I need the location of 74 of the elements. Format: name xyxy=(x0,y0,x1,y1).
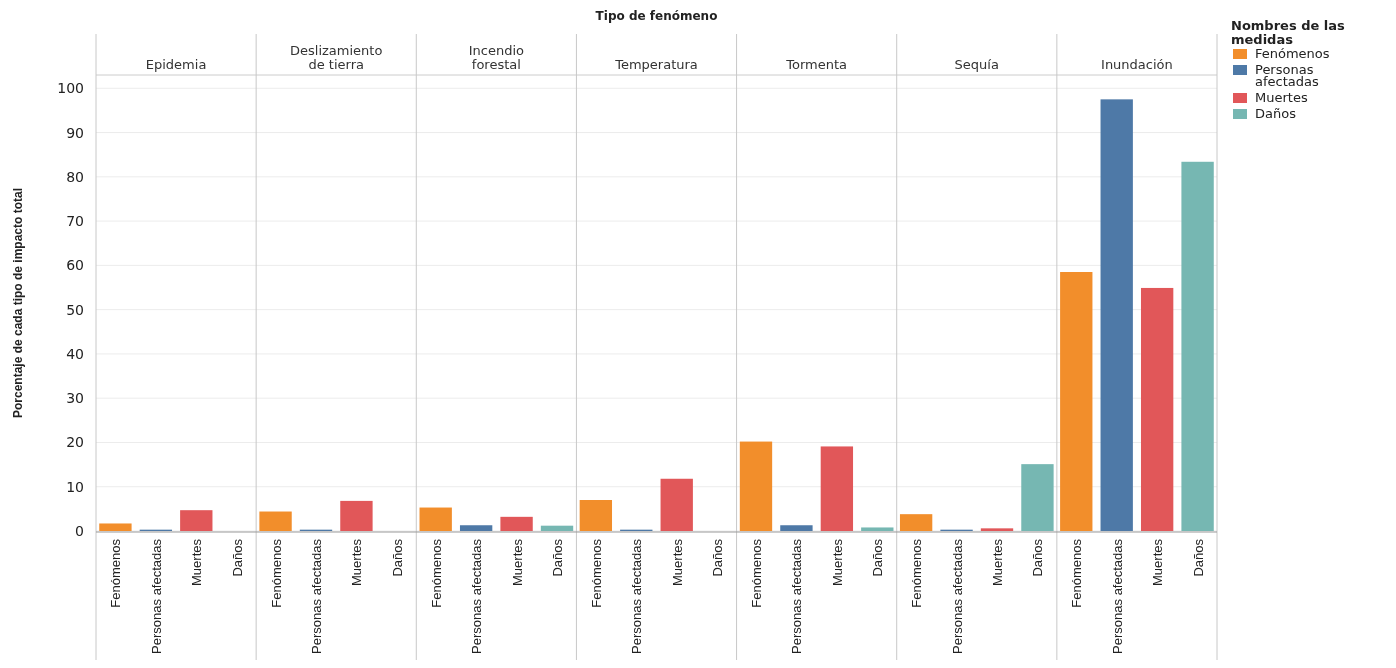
text: Fenómenos xyxy=(588,539,604,608)
bar xyxy=(980,528,1014,531)
text: Fenómenos xyxy=(268,539,284,608)
legend-label: Fenómenos xyxy=(1255,46,1330,61)
bar xyxy=(540,525,574,531)
y-tick-label: 90 xyxy=(66,124,84,141)
x-tick-label: Sequía xyxy=(954,57,999,72)
text: Muertes xyxy=(829,539,845,586)
legend-label: Daños xyxy=(1255,106,1297,121)
text: Personas afectadas xyxy=(469,539,485,654)
text: Daños xyxy=(710,539,726,577)
text: Daños xyxy=(229,539,245,577)
text: Muertes xyxy=(189,539,205,586)
bar xyxy=(861,527,894,531)
bar xyxy=(1181,161,1214,531)
y-tick-label: 20 xyxy=(66,434,84,451)
y-tick-label: 70 xyxy=(66,213,84,230)
x-tick-label: Temperatura xyxy=(614,57,698,72)
y-axis-title: Porcentaje de cada tipo de impacto total xyxy=(11,187,25,419)
legend-title: Nombres de las medidas xyxy=(1231,18,1346,47)
text: Muertes xyxy=(669,539,685,586)
text: Personas afectadas xyxy=(949,539,965,654)
bar xyxy=(780,525,813,531)
x-tick-label: Deslizamiento de tierra xyxy=(290,43,383,72)
bar xyxy=(419,507,452,531)
text: Fenómenos xyxy=(108,539,124,608)
text: Daños xyxy=(870,539,886,577)
y-tick-label: 40 xyxy=(66,345,84,362)
text: Personas afectadas xyxy=(629,539,645,654)
bar xyxy=(1140,287,1174,531)
y-tick-label: 50 xyxy=(66,301,84,318)
y-tick-label: 100 xyxy=(57,80,84,97)
bar xyxy=(579,500,613,531)
bar xyxy=(820,446,854,531)
x-tick-label: Inundación xyxy=(1101,57,1173,72)
bar xyxy=(1021,464,1054,531)
text: Fenómenos xyxy=(909,539,925,608)
text: Personas afectadas xyxy=(148,539,164,654)
bar xyxy=(99,523,132,531)
text: Personas afectadas xyxy=(308,539,324,654)
text: Daños xyxy=(1190,539,1206,577)
text: Personas afectadas xyxy=(789,539,805,654)
x-tick-label: Epidemia xyxy=(145,57,207,72)
text: Personas afectadas xyxy=(1109,539,1125,654)
bar xyxy=(500,516,533,531)
text: Daños xyxy=(389,539,405,577)
bar xyxy=(899,514,933,531)
y-tick-label: 30 xyxy=(66,390,84,407)
x-tick-label: Tormenta xyxy=(785,57,848,72)
bar xyxy=(1060,272,1093,531)
text: Muertes xyxy=(990,539,1006,586)
bar xyxy=(739,441,773,531)
x-axis-title: Tipo de fenómeno xyxy=(595,9,718,23)
text: Muertes xyxy=(509,539,525,586)
y-tick-label: 60 xyxy=(66,257,84,274)
y-tick-label: 80 xyxy=(66,168,84,185)
text: Daños xyxy=(1030,539,1046,577)
x-tick-label: Incendio forestal xyxy=(468,43,525,72)
text: Fenómenos xyxy=(428,539,444,608)
bar xyxy=(259,511,292,531)
text: Daños xyxy=(550,539,566,577)
text: Fenómenos xyxy=(1069,539,1085,608)
y-tick-label: 0 xyxy=(75,523,84,539)
bar xyxy=(340,500,373,531)
text: Muertes xyxy=(349,539,365,586)
y-tick-label: 10 xyxy=(66,478,84,495)
legend-label: Muertes xyxy=(1255,90,1308,105)
text: Fenómenos xyxy=(748,539,764,608)
legend-label: Personas afectadas xyxy=(1255,62,1319,89)
bar xyxy=(459,525,493,531)
bar xyxy=(180,510,213,531)
bar xyxy=(660,478,693,531)
text: Muertes xyxy=(1150,539,1166,586)
bar xyxy=(1100,99,1133,531)
